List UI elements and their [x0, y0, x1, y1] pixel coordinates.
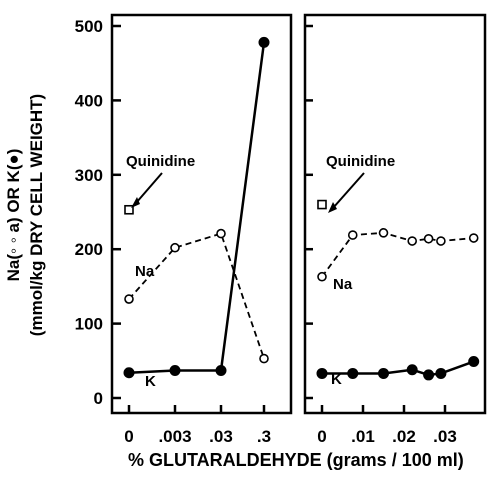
left-y-tick-label: 100 [75, 315, 103, 334]
right-k-point [435, 367, 447, 379]
left-x-tick-label: 0 [124, 427, 133, 446]
left-k-point [169, 364, 181, 376]
right-na-point [378, 228, 389, 238]
right-x-ticks: 0 .01 .02 .03 [317, 405, 457, 446]
right-na-point [347, 230, 358, 240]
right-annotation-k: K [331, 371, 342, 388]
left-na-point [124, 294, 134, 304]
right-series [316, 199, 480, 381]
right-x-tick-label: 0 [317, 427, 326, 446]
right-na-point [407, 236, 418, 246]
x-axis-label: % GLUTARALDEHYDE (grams / 100 ml) [128, 450, 464, 470]
left-x-ticks: 0 .003 .03 .3 [124, 405, 271, 446]
right-quinidine-point [317, 199, 327, 210]
left-x-tick-label: .03 [209, 427, 233, 446]
right-na-point [436, 236, 446, 246]
right-panel: 0 .01 .02 .03 Quinidine Na K [303, 13, 487, 446]
right-na-point [468, 233, 479, 243]
right-panel-frame [303, 13, 487, 415]
right-x-tick-label: .01 [351, 427, 375, 446]
right-k-point [406, 364, 418, 376]
right-x-tick-label: .02 [392, 427, 416, 446]
left-y-ticks: 0 100 200 300 400 500 [75, 17, 121, 408]
right-quinidine-arrowhead [328, 202, 337, 213]
left-k-point [258, 36, 270, 48]
left-na-point [170, 242, 180, 253]
left-annotation-na: Na [135, 263, 155, 280]
left-k-point [123, 367, 135, 379]
left-na-line [128, 232, 265, 359]
right-annotation-quinidine: Quinidine [326, 153, 395, 170]
left-na-point [216, 228, 226, 239]
y-axis-label: Na(◦ ◦ a) OR K(●) (mmol/kg DRY CELL WEIG… [4, 94, 46, 336]
left-panel-frame [110, 13, 293, 415]
right-y-ticks [305, 24, 313, 400]
right-x-tick-label: .03 [433, 427, 457, 446]
left-y-tick-label: 0 [94, 389, 103, 408]
left-annotation-quinidine: Quinidine [126, 153, 195, 170]
left-panel: 0 100 200 300 400 500 0 .003 .03 .3 Quinidine Na… [75, 13, 293, 446]
left-quinidine-point [124, 204, 134, 215]
right-k-line [322, 360, 475, 377]
left-quinidine-arrowhead [131, 197, 140, 208]
right-na-line [321, 231, 474, 278]
left-quinidine-arrow [135, 172, 163, 204]
left-y-tick-label: 500 [75, 17, 103, 36]
y-axis-label-line1: Na(◦ ◦ a) OR K(●) [4, 149, 23, 282]
left-na-point [259, 353, 269, 364]
right-na-point [317, 271, 327, 282]
left-annotation-k: K [145, 373, 156, 390]
left-k-point [215, 364, 227, 376]
y-axis-label-line2: (mmol/kg DRY CELL WEIGHT) [27, 94, 46, 336]
left-x-tick-label: .003 [158, 427, 191, 446]
right-k-point [378, 367, 389, 379]
left-y-tick-label: 400 [75, 91, 103, 110]
right-k-point [347, 367, 359, 379]
left-k-line [128, 42, 266, 374]
right-annotation-na: Na [333, 276, 353, 293]
right-quinidine-arrow [332, 172, 365, 209]
left-y-tick-label: 200 [75, 240, 103, 259]
right-k-point [316, 367, 328, 379]
left-x-tick-label: .3 [257, 427, 271, 446]
left-series [123, 36, 270, 379]
right-k-point [468, 356, 480, 368]
right-na-point [423, 233, 434, 244]
right-k-point [423, 369, 435, 381]
left-y-tick-label: 300 [75, 166, 103, 185]
